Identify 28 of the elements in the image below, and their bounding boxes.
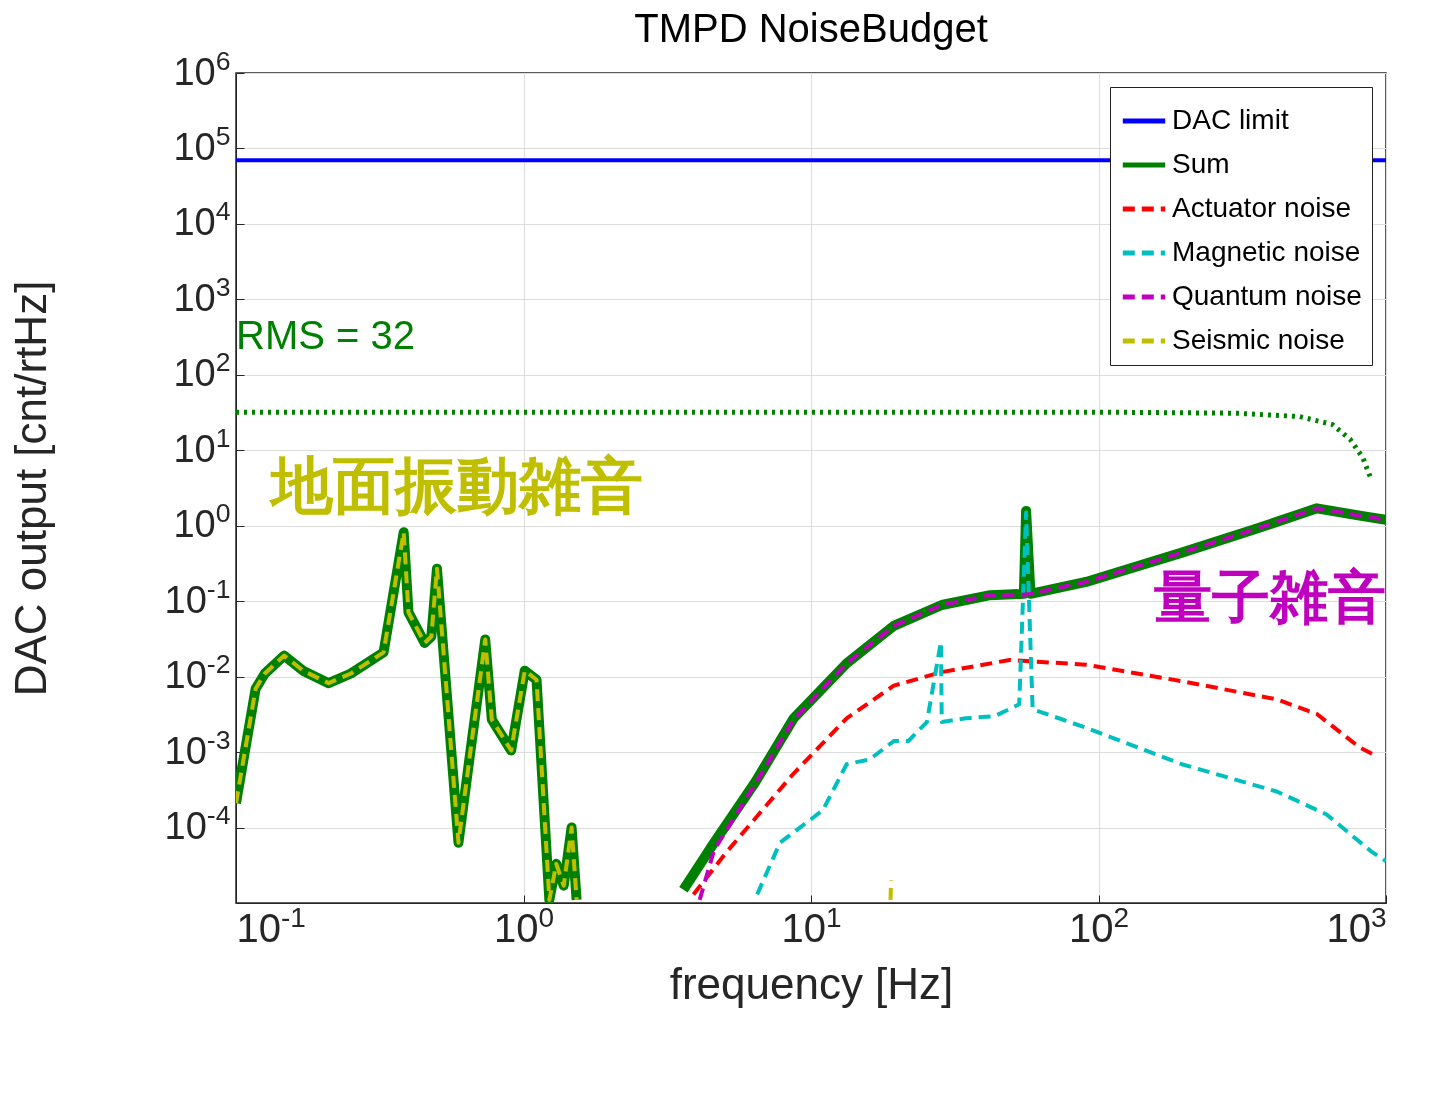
y-tick-label: 10$^{-1}$ — [164, 573, 231, 621]
legend-label: Sum — [1172, 148, 1230, 179]
legend-label: Seismic noise — [1172, 324, 1345, 355]
x-tick-label: 10$^{2}$ — [1068, 901, 1130, 950]
y-tick-label: 10$^{5}$ — [173, 120, 231, 168]
legend-label: Magnetic noise — [1172, 236, 1361, 267]
y-tick-label: 10$^{2}$ — [173, 347, 231, 395]
y-axis-title: DAC output [cnt/rtHz] — [5, 280, 55, 697]
y-tick-label: 10$^{-3}$ — [164, 724, 231, 772]
legend-label: Actuator noise — [1172, 192, 1351, 223]
y-tick-label: 10$^{1}$ — [173, 422, 231, 470]
y-tick-label: 10$^{4}$ — [173, 196, 231, 244]
x-tick-label: 10$^{0}$ — [493, 901, 555, 950]
x-axis-title: frequency [Hz] — [669, 958, 954, 1008]
y-tick-label: 10$^{-4}$ — [164, 800, 231, 848]
legend-label: Quantum noise — [1172, 280, 1362, 311]
x-tick-label: 10$^{-1}$ — [236, 901, 306, 950]
annotation: 量子雑音 — [1154, 564, 1386, 630]
annotation: RMS = 32 — [236, 312, 415, 357]
x-tick-label: 10$^{1}$ — [781, 901, 842, 950]
x-tick-label: 10$^{3}$ — [1326, 901, 1387, 950]
y-tick-label: 10$^{6}$ — [173, 45, 231, 93]
y-tick-label: 10$^{-2}$ — [164, 649, 231, 697]
y-tick-label: 10$^{0}$ — [173, 498, 231, 546]
y-tick-label: 10$^{3}$ — [173, 271, 231, 319]
legend-label: DAC limit — [1172, 104, 1289, 135]
chart-title: TMPD NoiseBudget — [634, 6, 988, 50]
annotation: 地面振動雑音 — [267, 451, 643, 520]
